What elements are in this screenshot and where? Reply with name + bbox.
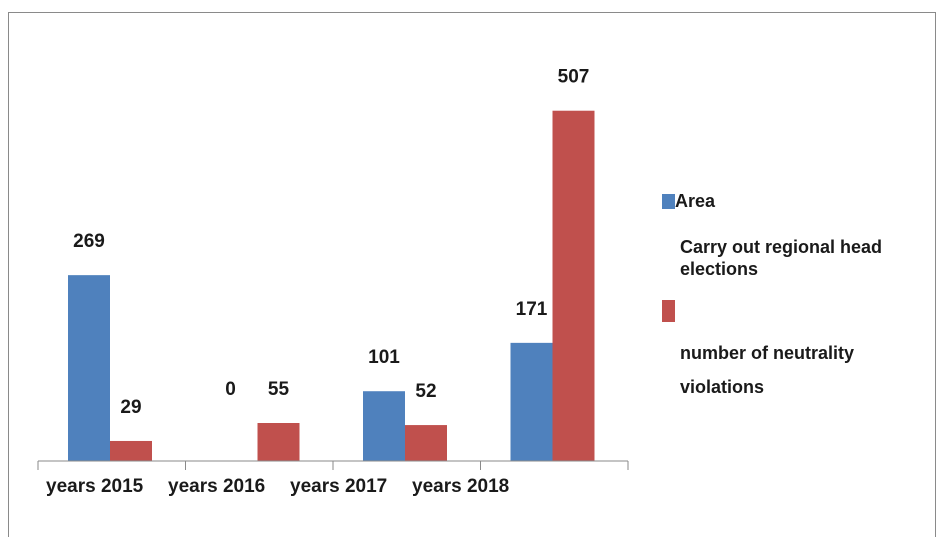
legend-label-area: Area [675,191,715,211]
bar-area-0 [68,275,110,461]
x-tick-label-0: years 2015 [46,476,144,497]
x-axis: years 2015 years 2016 years 2017 years 2018 [38,461,628,497]
legend-swatch-area [662,194,675,209]
data-label-area-0: 269 [73,231,105,252]
bar-violations-0 [110,441,152,461]
data-label-violations-3: 507 [558,67,590,88]
bar-violations-2 [405,425,447,461]
bar-area-2 [363,391,405,461]
legend-item-violations-swatch [662,300,675,325]
legend-item-area: Area [662,190,715,212]
bar-area-3 [511,343,553,461]
data-label-violations-2: 52 [415,381,436,402]
bar-violations-3 [553,111,595,461]
legend-label-violations: number of neutrality violations [680,336,940,404]
data-label-area-1: 0 [225,379,236,400]
data-label-area-2: 101 [368,347,400,368]
x-tick-label-1: years 2016 [168,476,265,497]
data-label-violations-1: 55 [268,379,290,400]
legend-extra-text: Carry out regional head elections [680,236,940,280]
x-tick-label-2: years 2017 [290,476,387,497]
legend-swatch-violations [662,300,675,322]
data-label-violations-0: 29 [120,397,141,418]
x-tick-label-3: years 2018 [412,476,509,497]
bar-violations-1 [258,423,300,461]
data-label-area-3: 171 [516,299,548,320]
bars-group [68,111,595,461]
